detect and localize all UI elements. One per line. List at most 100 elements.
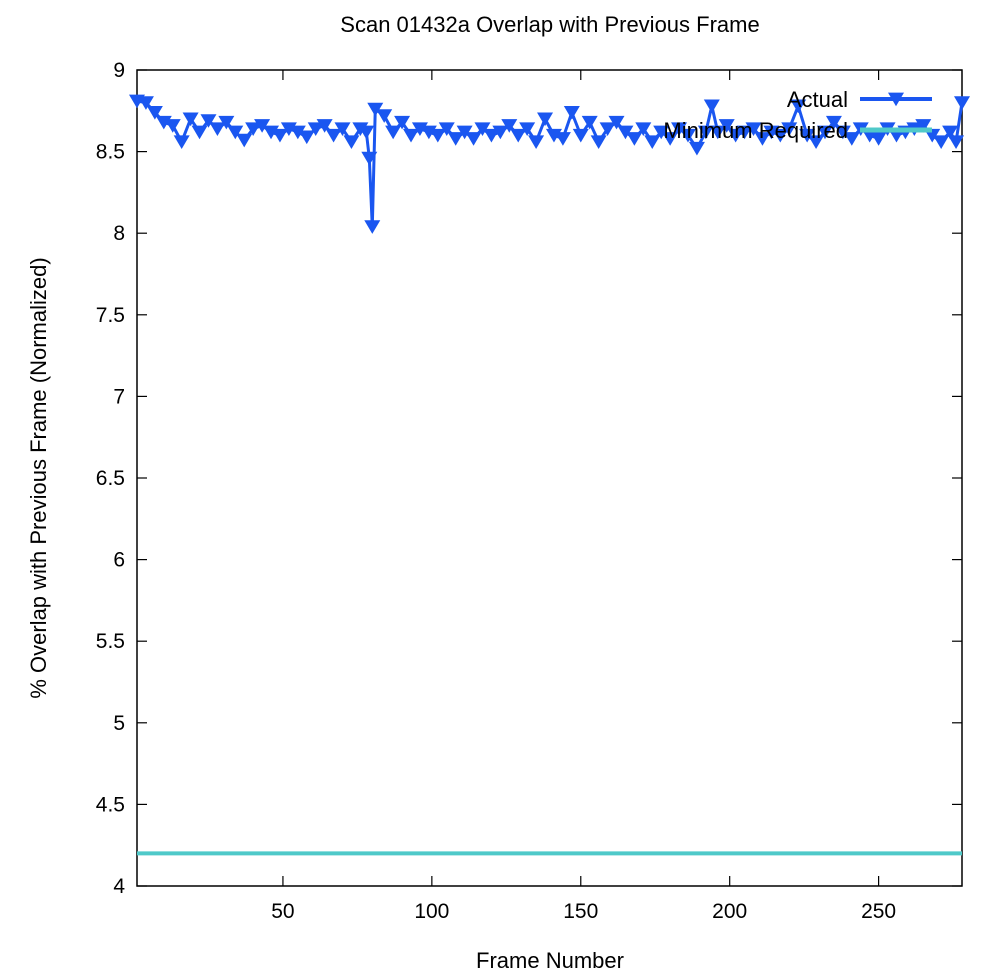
data-point: [200, 114, 217, 128]
data-point: [519, 122, 536, 136]
data-point: [358, 125, 375, 140]
data-point: [376, 109, 393, 123]
data-point: [718, 119, 735, 133]
y-tick-label: 4.5: [96, 793, 125, 816]
data-point: [736, 125, 753, 140]
data-point: [662, 132, 679, 146]
y-axis: 4 4.5 5 5.5 6 6.5 7 7.5 8 8.5 9: [96, 59, 962, 898]
data-point: [834, 125, 851, 140]
data-point: [816, 125, 833, 140]
data-point: [537, 112, 554, 127]
plot-area: [136, 69, 963, 887]
data-point: [403, 128, 420, 143]
data-point: [492, 125, 509, 140]
plot-border: [136, 69, 963, 887]
x-axis-label: Frame Number: [476, 948, 624, 973]
series-layer: [129, 94, 970, 856]
x-tick-label: 150: [563, 900, 598, 923]
legend: Actual Minimum Required: [663, 87, 932, 143]
data-point: [298, 130, 315, 145]
data-point: [948, 135, 965, 150]
data-point: [781, 122, 798, 136]
data-point: [617, 125, 634, 140]
data-point: [799, 128, 816, 143]
data-point: [316, 119, 333, 133]
data-point: [245, 122, 262, 136]
data-point: [679, 128, 696, 143]
y-tick-label: 7.5: [96, 304, 125, 327]
data-point: [608, 115, 625, 130]
data-point: [772, 128, 789, 143]
legend-swatch-marker: [888, 92, 904, 107]
data-point: [429, 128, 446, 143]
series-actual: [129, 94, 970, 234]
x-tick-label: 50: [271, 900, 294, 923]
x-axis: 50 100 150 200 250: [271, 70, 896, 923]
data-point: [554, 132, 571, 146]
data-point: [307, 122, 324, 136]
data-point: [825, 115, 842, 130]
data-point: [254, 119, 271, 133]
data-point: [563, 106, 580, 120]
data-point: [334, 122, 351, 136]
data-point: [182, 112, 199, 127]
y-tick-label: 6.5: [96, 467, 125, 490]
data-point: [745, 122, 762, 136]
data-point: [236, 133, 253, 148]
chart-title: Scan 01432a Overlap with Previous Frame: [340, 12, 759, 37]
data-point: [528, 135, 545, 150]
data-point: [164, 119, 181, 133]
data-point: [954, 96, 970, 110]
y-tick-label: 5: [113, 712, 125, 735]
data-point: [271, 128, 288, 143]
data-point: [191, 125, 208, 140]
y-tick-label: 9: [113, 59, 125, 82]
data-point: [367, 102, 384, 117]
data-point: [635, 122, 652, 136]
data-point: [709, 125, 726, 140]
data-point: [653, 125, 670, 140]
data-point: [703, 99, 720, 114]
data-point: [572, 128, 589, 143]
data-point: [343, 135, 360, 150]
data-point: [843, 132, 860, 146]
x-tick-label: 250: [861, 900, 896, 923]
legend-label: Minimum Required: [663, 118, 848, 143]
x-tick-label: 100: [414, 900, 449, 923]
legend-label: Actual: [787, 87, 848, 112]
data-point: [933, 135, 950, 150]
y-tick-label: 8: [113, 222, 125, 245]
y-tick-label: 7: [113, 385, 125, 408]
data-point: [727, 128, 744, 143]
data-point: [915, 119, 932, 133]
data-point: [361, 151, 378, 166]
data-point: [394, 115, 411, 130]
data-point: [447, 132, 464, 146]
x-tick-label: 200: [712, 900, 747, 923]
data-point: [364, 220, 381, 234]
data-point: [626, 132, 643, 146]
data-point: [209, 122, 226, 136]
data-point: [218, 115, 235, 130]
data-point: [173, 135, 190, 150]
data-point: [146, 106, 163, 120]
data-point: [599, 122, 616, 136]
data-point: [671, 122, 688, 136]
y-tick-label: 5.5: [96, 630, 125, 653]
data-point: [501, 119, 518, 133]
data-point: [510, 128, 527, 143]
data-point: [870, 132, 887, 146]
data-point: [456, 125, 473, 140]
data-point: [697, 125, 714, 140]
data-point: [465, 132, 482, 146]
data-point: [754, 132, 771, 146]
y-axis-label: % Overlap with Previous Frame (Normalize…: [26, 257, 51, 698]
data-point: [289, 125, 306, 140]
data-point: [581, 115, 598, 130]
data-point: [483, 128, 500, 143]
data-point: [227, 125, 244, 140]
y-tick-label: 4: [113, 875, 125, 898]
y-tick-label: 8.5: [96, 141, 125, 164]
